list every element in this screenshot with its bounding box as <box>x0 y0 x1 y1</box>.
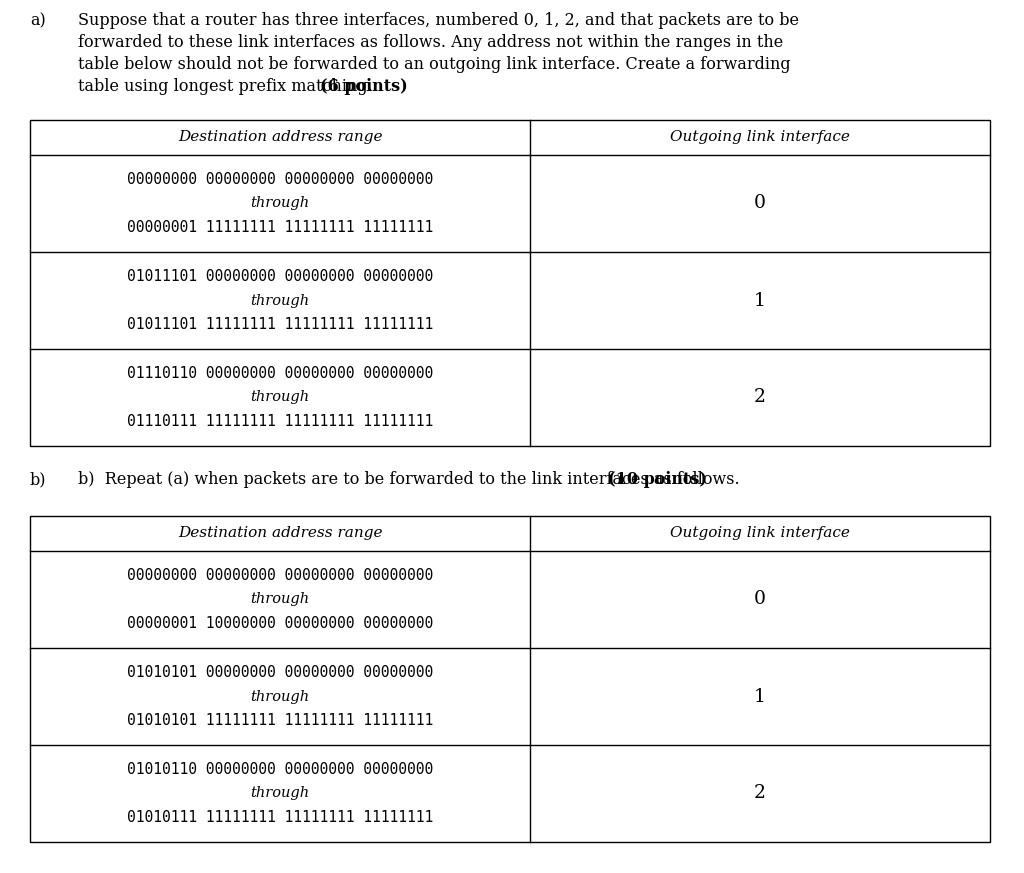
Text: 01010111 11111111 11111111 11111111: 01010111 11111111 11111111 11111111 <box>127 810 433 825</box>
Text: 00000001 11111111 11111111 11111111: 00000001 11111111 11111111 11111111 <box>127 220 433 235</box>
Text: b)  Repeat (a) when packets are to be forwarded to the link interfaces as follow: b) Repeat (a) when packets are to be for… <box>78 471 744 488</box>
Text: 1: 1 <box>754 292 766 310</box>
Text: Destination address range: Destination address range <box>178 130 382 145</box>
Text: through: through <box>251 593 309 607</box>
Text: a): a) <box>30 12 46 29</box>
Text: table below should not be forwarded to an outgoing link interface. Create a forw: table below should not be forwarded to a… <box>78 56 791 73</box>
Text: 01010101 11111111 11111111 11111111: 01010101 11111111 11111111 11111111 <box>127 713 433 728</box>
Text: Outgoing link interface: Outgoing link interface <box>670 526 850 540</box>
Text: through: through <box>251 787 309 801</box>
Text: (10 points): (10 points) <box>607 471 707 488</box>
Text: (6 points): (6 points) <box>319 78 408 95</box>
Text: b): b) <box>30 471 46 488</box>
Text: 01010110 00000000 00000000 00000000: 01010110 00000000 00000000 00000000 <box>127 762 433 777</box>
Text: 0: 0 <box>754 590 766 608</box>
Text: 2: 2 <box>754 388 766 407</box>
Text: 01011101 00000000 00000000 00000000: 01011101 00000000 00000000 00000000 <box>127 269 433 284</box>
Text: Destination address range: Destination address range <box>178 526 382 540</box>
Text: through: through <box>251 196 309 210</box>
Text: forwarded to these link interfaces as follows. Any address not within the ranges: forwarded to these link interfaces as fo… <box>78 34 783 51</box>
Text: through: through <box>251 690 309 704</box>
Text: 01110110 00000000 00000000 00000000: 01110110 00000000 00000000 00000000 <box>127 366 433 381</box>
Text: through: through <box>251 293 309 307</box>
Bar <box>30 120 990 446</box>
Text: Outgoing link interface: Outgoing link interface <box>670 130 850 145</box>
Text: 00000000 00000000 00000000 00000000: 00000000 00000000 00000000 00000000 <box>127 172 433 187</box>
Text: table using longest prefix matching.: table using longest prefix matching. <box>78 78 378 95</box>
Text: 1: 1 <box>754 688 766 705</box>
Text: 2: 2 <box>754 785 766 802</box>
Text: 01010101 00000000 00000000 00000000: 01010101 00000000 00000000 00000000 <box>127 665 433 680</box>
Text: 00000001 10000000 00000000 00000000: 00000001 10000000 00000000 00000000 <box>127 616 433 631</box>
Text: 01110111 11111111 11111111 11111111: 01110111 11111111 11111111 11111111 <box>127 414 433 429</box>
Bar <box>30 516 990 842</box>
Text: Suppose that a router has three interfaces, numbered 0, 1, 2, and that packets a: Suppose that a router has three interfac… <box>78 12 799 29</box>
Text: 01011101 11111111 11111111 11111111: 01011101 11111111 11111111 11111111 <box>127 317 433 332</box>
Text: 0: 0 <box>754 195 766 212</box>
Text: 00000000 00000000 00000000 00000000: 00000000 00000000 00000000 00000000 <box>127 568 433 583</box>
Text: through: through <box>251 390 309 404</box>
